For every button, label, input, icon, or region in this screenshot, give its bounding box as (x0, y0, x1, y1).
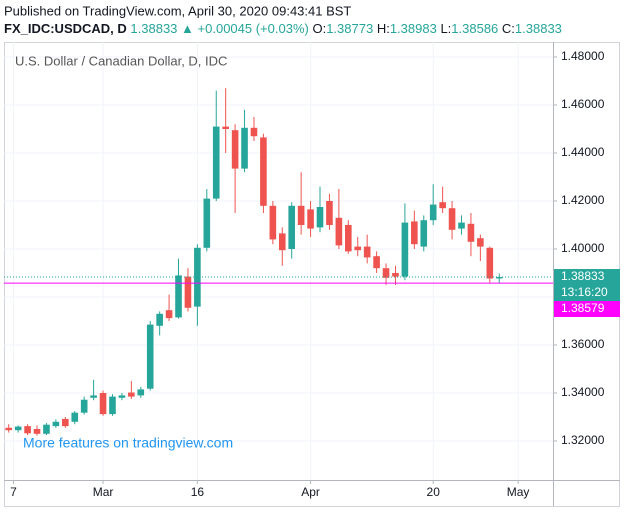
body (363, 246, 371, 258)
grid (4, 42, 553, 480)
body (495, 277, 503, 279)
body (382, 268, 390, 278)
change: ▲ +0.00045 (+0.03%) (181, 21, 309, 36)
body (156, 313, 163, 326)
axes: 1.320001.340001.360001.380001.400001.420… (10, 49, 620, 499)
body (71, 412, 79, 422)
body (52, 421, 60, 427)
body (288, 205, 296, 249)
x-tick-label: 20 (427, 485, 441, 499)
body (24, 426, 31, 434)
x-tick-label: 16 (191, 485, 205, 499)
last-price-label: 1.38833 (561, 269, 605, 283)
body (335, 217, 343, 246)
body (429, 204, 437, 221)
countdown: 13:16:20 (561, 285, 608, 299)
x-tick-label: Mar (93, 485, 114, 499)
symbol-line: FX_IDC:USDCAD, D 1.38833 ▲ +0.00045 (+0.… (4, 21, 562, 36)
y-tick-label: 1.48000 (561, 49, 605, 63)
body (231, 130, 239, 169)
body (486, 247, 494, 279)
body (128, 392, 135, 397)
body (345, 225, 352, 252)
ohlc-value: 1.38586 (451, 21, 498, 36)
ohlc-label: H: (377, 21, 390, 36)
body (250, 127, 258, 137)
symbol: FX_IDC:USDCAD, D (4, 21, 127, 36)
body (212, 126, 220, 199)
ohlc-label: C: (502, 21, 515, 36)
watermark: More features on tradingview.com (23, 435, 233, 451)
y-tick-label: 1.40000 (561, 241, 605, 255)
body (354, 246, 362, 251)
chart-title: U.S. Dollar / Canadian Dollar, D, IDC (15, 53, 227, 68)
body (467, 223, 475, 242)
body (269, 205, 277, 240)
body (307, 209, 314, 229)
body (297, 205, 305, 225)
y-tick-label: 1.42000 (561, 193, 605, 207)
body (184, 276, 192, 308)
body (241, 127, 248, 169)
body (420, 220, 428, 247)
ohlc-value: 1.38983 (390, 21, 437, 36)
body (458, 222, 465, 229)
body (439, 202, 446, 209)
body (165, 310, 173, 319)
marker-price-box (554, 301, 620, 318)
ohlc-value: 1.38833 (515, 21, 562, 36)
candles (4, 88, 553, 436)
x-tick-label: Apr (301, 485, 320, 499)
y-tick-label: 1.44000 (561, 145, 605, 159)
y-tick-label: 1.36000 (561, 337, 605, 351)
body (373, 256, 380, 269)
body (222, 126, 229, 129)
last: 1.38833 (130, 21, 177, 36)
body (401, 222, 409, 277)
ohlc-value: 1.38773 (326, 21, 373, 36)
marker-price-label: 1.38579 (561, 301, 605, 315)
body (260, 137, 267, 206)
body (448, 208, 456, 230)
body (14, 426, 22, 431)
body (137, 389, 145, 396)
body (203, 198, 211, 248)
body (278, 233, 286, 251)
body (175, 275, 182, 318)
body (33, 429, 41, 434)
body (146, 324, 154, 389)
body (392, 273, 399, 277)
body (477, 238, 484, 247)
y-tick-label: 1.46000 (561, 97, 605, 111)
body (118, 395, 126, 398)
y-tick-label: 1.32000 (561, 433, 605, 447)
body (411, 221, 418, 245)
body (316, 207, 324, 228)
body (5, 427, 13, 431)
body (109, 396, 116, 415)
body (326, 201, 333, 225)
body (99, 393, 107, 415)
body (62, 418, 69, 427)
last-price-box (554, 269, 620, 302)
y-tick-label: 1.34000 (561, 385, 605, 399)
body (43, 424, 50, 434)
ohlc-label: L: (440, 21, 451, 36)
body (80, 399, 88, 413)
ohlc-label: O: (312, 21, 326, 36)
x-tick-label: 7 (10, 485, 17, 499)
published: Published on TradingView.com, April 30, … (4, 3, 351, 18)
body (194, 247, 201, 307)
body (90, 395, 97, 398)
x-tick-label: May (507, 485, 530, 499)
